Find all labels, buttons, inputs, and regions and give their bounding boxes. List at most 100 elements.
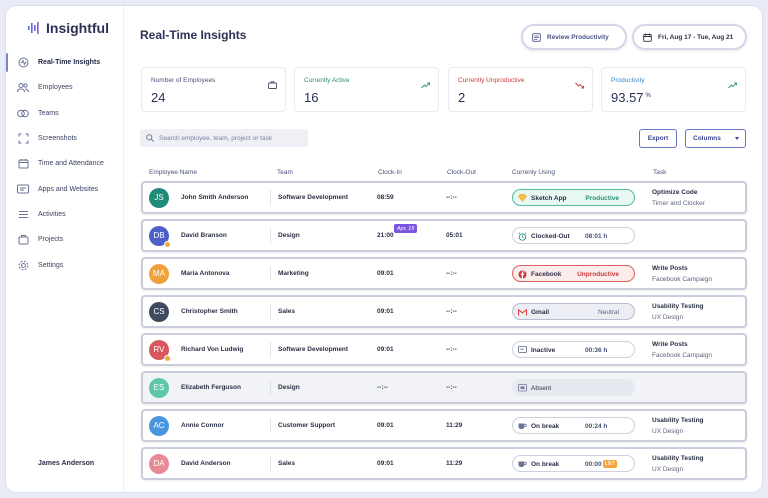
- gear-icon: [17, 259, 29, 271]
- coffee-break-icon: [518, 460, 527, 469]
- sidebar-nav: Real-Time Insights Employees Teams Scree…: [6, 50, 124, 278]
- chevron-down-icon: [735, 137, 739, 140]
- clock-out: --:--: [446, 346, 457, 353]
- table-row[interactable]: DA David Anderson Sales 09:01 11:29 On b…: [141, 447, 747, 480]
- employee-name: Richard Von Ludwig: [181, 346, 244, 353]
- app-window: Insightful Real-Time Insights Employees …: [6, 6, 762, 492]
- employee-name: John Smith Anderson: [181, 194, 249, 201]
- page-title: Real-Time Insights: [140, 28, 247, 42]
- sidebar-item-settings[interactable]: Settings: [6, 252, 124, 277]
- clock-out: --:--: [446, 270, 457, 277]
- sidebar-item-label: Teams: [38, 109, 59, 117]
- team-name: Design: [270, 380, 300, 395]
- table-row[interactable]: RV Richard Von Ludwig Software Developme…: [141, 333, 747, 366]
- trend-up-icon: [421, 76, 430, 94]
- sidebar-item-label: Activities: [38, 210, 66, 218]
- employee-name: Elizabeth Ferguson: [181, 384, 241, 391]
- sidebar-item-apps-and-websites[interactable]: Apps and Websites: [6, 176, 124, 201]
- avatar: ES: [149, 377, 169, 398]
- task-title: Usability Testing: [652, 455, 704, 462]
- status-label: 00:36 h: [585, 346, 608, 354]
- column-header-task[interactable]: Task: [653, 169, 667, 176]
- status-label: Productive: [585, 194, 619, 202]
- current-user-name[interactable]: James Anderson: [38, 460, 95, 467]
- currently-using-pill[interactable]: Clocked-Out 08:01 h: [512, 227, 635, 244]
- table-row[interactable]: AC Annie Connor Customer Support 09:01 1…: [141, 409, 747, 442]
- column-header-employee-name[interactable]: Employee Name: [149, 169, 198, 176]
- column-header-clock-in[interactable]: Clock-In: [378, 169, 402, 176]
- stat-label: Currently Active: [304, 77, 350, 84]
- lnt-tag: LNT: [602, 460, 617, 468]
- briefcase-icon: [268, 76, 277, 94]
- task-title: Write Posts: [652, 265, 688, 272]
- task-project: Facebook Campaign: [652, 352, 712, 359]
- review-productivity-button[interactable]: Review Productivity: [521, 24, 627, 50]
- export-button[interactable]: Export: [639, 129, 677, 148]
- brand-logo[interactable]: Insightful: [28, 20, 109, 36]
- task-title: Optimize Code: [652, 189, 698, 196]
- sidebar-item-teams[interactable]: Teams: [6, 101, 124, 126]
- sidebar-item-label: Projects: [38, 236, 64, 244]
- column-header-currently-using[interactable]: Currenly Using: [512, 169, 555, 176]
- stat-value: 93.57%: [611, 90, 651, 105]
- table-row[interactable]: MA Maria Antonova Marketing 09:01 --:-- …: [141, 257, 747, 290]
- avatar: AC: [149, 415, 169, 436]
- sidebar-item-screenshots[interactable]: Screenshots: [6, 126, 124, 151]
- sidebar-item-label: Time and Attendance: [38, 160, 104, 168]
- inactive-icon: [518, 346, 527, 355]
- sidebar-item-label: Settings: [38, 261, 64, 269]
- columns-dropdown[interactable]: Columns: [685, 129, 746, 148]
- waveform-icon: [28, 22, 39, 34]
- table-row[interactable]: JS John Smith Anderson Software Developm…: [141, 181, 747, 214]
- clock-in: 09:01: [377, 346, 394, 353]
- sidebar-item-employees[interactable]: Employees: [6, 75, 124, 100]
- task-cell: Usability Testing UX Design: [652, 301, 704, 323]
- clock-out: 11:29: [446, 460, 463, 467]
- search-icon: [146, 129, 154, 147]
- app-name: On break: [531, 460, 560, 468]
- currently-using-pill[interactable]: Facebook Unproductive: [512, 265, 635, 282]
- avatar: RV: [149, 339, 171, 362]
- column-header-clock-out[interactable]: Clock-Out: [447, 169, 476, 176]
- employee-name: Maria Antonova: [181, 270, 230, 277]
- currently-using-pill[interactable]: Absent: [512, 379, 635, 396]
- avatar: CS: [149, 301, 169, 322]
- employee-name: Christopher Smith: [181, 308, 238, 315]
- status-label: Neutral: [598, 308, 619, 316]
- currently-using-pill[interactable]: Gmail Neutral: [512, 303, 635, 320]
- search-input[interactable]: [159, 134, 299, 142]
- clock-in: 09:01: [377, 460, 394, 467]
- date-range-picker[interactable]: Fri, Aug 17 - Tue, Aug 21: [632, 24, 747, 50]
- task-project: UX Design: [652, 466, 684, 473]
- avatar: DB: [149, 225, 171, 248]
- document-icon: [532, 32, 541, 42]
- sidebar-item-time-and-attendance[interactable]: Time and Attendance: [6, 151, 124, 176]
- sidebar-item-projects[interactable]: Projects: [6, 227, 124, 252]
- currently-using-pill[interactable]: Inactive 00:36 h: [512, 341, 635, 358]
- team-name: Marketing: [270, 266, 309, 281]
- currently-using-pill[interactable]: Sketch App Productive: [512, 189, 635, 206]
- status-dot-icon: [164, 354, 171, 362]
- brand-name: Insightful: [46, 20, 109, 36]
- team-name: Sales: [270, 456, 295, 471]
- screenshot-icon: [17, 133, 29, 145]
- column-header-team[interactable]: Team: [277, 169, 293, 176]
- currently-using-pill[interactable]: On break 00:24 h: [512, 417, 635, 434]
- task-title: Usability Testing: [652, 417, 704, 424]
- gmail-icon: [518, 308, 527, 317]
- sidebar-item-activities[interactable]: Activities: [6, 202, 124, 227]
- apps-icon: [17, 183, 29, 195]
- table-row[interactable]: CS Christopher Smith Sales 09:01 --:-- G…: [141, 295, 747, 328]
- search-box[interactable]: [140, 129, 308, 147]
- alarm-icon: [518, 231, 527, 241]
- task-project: UX Design: [652, 428, 684, 435]
- task-project: Timer and Clocker: [652, 200, 705, 207]
- app-name: Gmail: [531, 308, 550, 316]
- status-dot-icon: [164, 240, 171, 248]
- task-cell: Usability Testing UX Design: [652, 415, 704, 437]
- team-name: Customer Support: [270, 418, 335, 433]
- table-row[interactable]: DB David Branson Design 21:00 Apr, 15 05…: [141, 219, 747, 252]
- sidebar-item-real-time-insights[interactable]: Real-Time Insights: [6, 50, 124, 75]
- table-row[interactable]: ES Elizabeth Ferguson Design --:-- --:--…: [141, 371, 747, 404]
- currently-using-pill[interactable]: On break 00:00 h LNT: [512, 455, 635, 472]
